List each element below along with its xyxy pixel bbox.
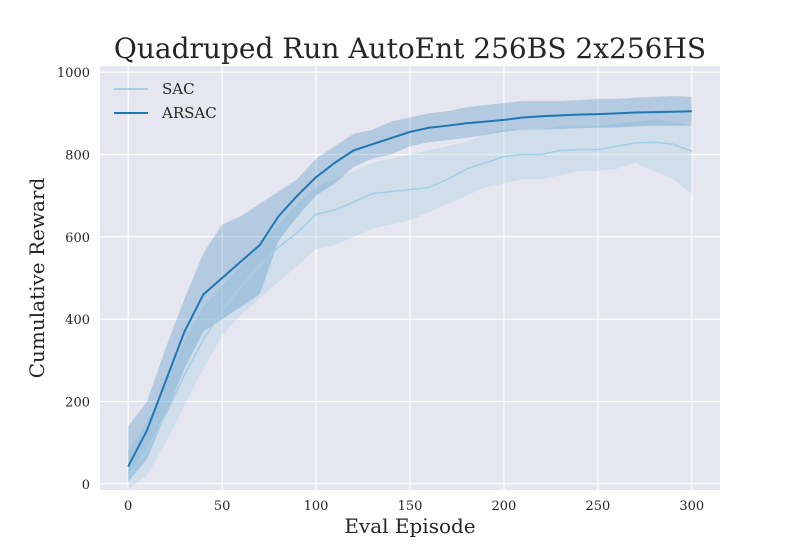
- y-tick-label: 200: [65, 395, 90, 410]
- x-tick-label: 100: [304, 499, 329, 514]
- y-tick-label: 1000: [57, 66, 90, 81]
- sac-series-line: [127, 141, 693, 477]
- y-axis-label: Cumulative Reward: [25, 178, 49, 379]
- chart-title: Quadruped Run AutoEnt 256BS 2x256HS: [114, 32, 706, 65]
- legend: SAC ARSAC: [114, 80, 217, 122]
- confidence-bands: [128, 96, 692, 491]
- x-axis-label: Eval Episode: [344, 514, 475, 538]
- arsac-confidence-band: [128, 96, 692, 482]
- y-tick-label: 0: [82, 478, 90, 493]
- y-axis-ticks: 0 200 400 600 800 1000: [57, 66, 90, 493]
- x-tick-label: 150: [398, 499, 423, 514]
- arsac-series-line: [127, 110, 692, 467]
- legend-label-sac: SAC: [162, 80, 195, 98]
- x-tick-label: 200: [492, 499, 517, 514]
- legend-label-arsac: ARSAC: [161, 104, 217, 122]
- y-tick-label: 400: [65, 313, 90, 328]
- x-tick-label: 250: [585, 499, 610, 514]
- x-tick-label: 0: [124, 499, 132, 514]
- series-lines: [127, 110, 693, 477]
- y-tick-label: 800: [65, 149, 90, 164]
- y-tick-label: 600: [65, 231, 90, 246]
- sac-confidence-band: [128, 119, 692, 491]
- x-tick-label: 300: [679, 499, 704, 514]
- x-tick-label: 50: [214, 499, 231, 514]
- x-axis-ticks: 0 50 100 150 200 250 300: [124, 499, 704, 514]
